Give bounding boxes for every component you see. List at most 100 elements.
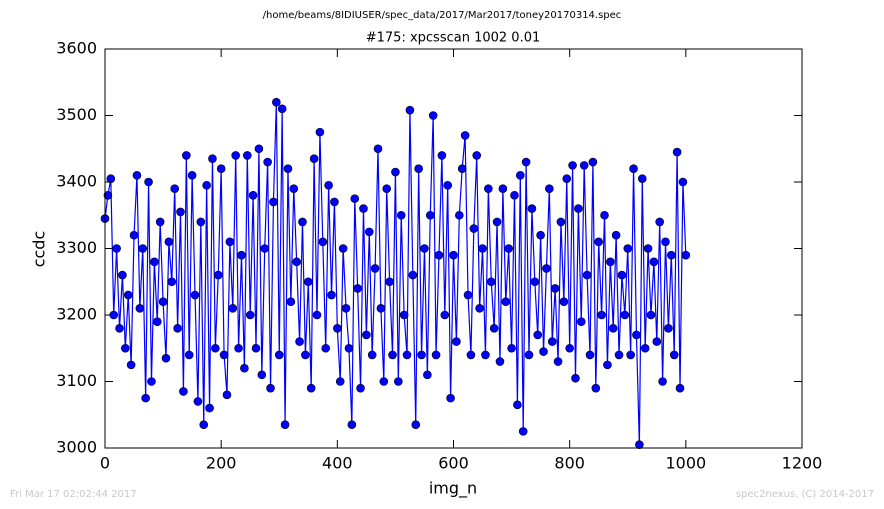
data-point <box>669 350 679 360</box>
data-point <box>498 184 508 193</box>
data-point <box>208 154 217 164</box>
data-point <box>182 151 191 160</box>
data-point <box>347 420 357 430</box>
data-point <box>681 250 691 260</box>
data-point <box>280 420 290 430</box>
data-point <box>460 131 470 140</box>
data-point <box>513 400 522 410</box>
data-point <box>135 304 145 313</box>
data-point <box>301 350 310 360</box>
data-point <box>173 323 182 333</box>
data-point <box>576 317 586 326</box>
data-point <box>306 383 316 393</box>
data-point <box>414 164 423 173</box>
data-point <box>545 184 554 193</box>
data-point <box>472 151 482 160</box>
data-point <box>399 310 409 320</box>
data-point <box>423 370 432 380</box>
data-point <box>266 383 275 393</box>
data-point <box>394 377 403 386</box>
data-point <box>298 217 307 227</box>
data-point <box>667 250 676 260</box>
data-point <box>170 184 179 193</box>
x-tick-label: 800 <box>554 454 585 473</box>
data-point <box>620 310 630 320</box>
data-point <box>129 230 139 240</box>
data-point <box>222 390 232 400</box>
data-point <box>260 244 270 253</box>
data-point <box>443 181 452 190</box>
data-point <box>600 210 609 220</box>
data-point <box>118 270 127 280</box>
data-point <box>350 194 360 203</box>
y-tick-label: 3600 <box>56 39 97 58</box>
data-point <box>303 277 313 287</box>
data-point <box>338 244 348 253</box>
data-point <box>158 297 168 307</box>
data-point <box>608 323 618 333</box>
data-point <box>420 244 429 253</box>
footer-right: spec2nexus, (C) 2014-2017 <box>736 489 874 500</box>
data-point <box>591 383 601 393</box>
data-point <box>481 350 490 360</box>
data-point <box>373 144 383 154</box>
data-point <box>603 360 612 370</box>
data-point <box>385 277 394 287</box>
data-point <box>518 427 528 436</box>
data-point <box>568 161 577 170</box>
x-tick-label: 400 <box>322 454 353 473</box>
data-point <box>199 420 209 430</box>
data-point <box>190 290 200 300</box>
data-point <box>286 297 296 307</box>
data-point <box>425 210 435 220</box>
data-point <box>678 177 688 187</box>
data-point <box>283 164 293 173</box>
data-point <box>646 310 656 320</box>
data-point <box>431 350 441 360</box>
data-point <box>655 217 664 227</box>
data-point <box>478 244 487 253</box>
data-point <box>449 250 458 260</box>
data-point <box>379 377 389 386</box>
x-tick-label: 0 <box>100 454 110 473</box>
data-point <box>123 290 133 300</box>
data-point <box>640 343 650 353</box>
data-point <box>547 337 557 346</box>
data-point <box>510 191 519 200</box>
footer-left: Fri Mar 17 02:02:44 2017 <box>10 489 137 500</box>
data-point <box>179 387 188 396</box>
data-point <box>588 157 598 167</box>
data-point <box>272 97 281 107</box>
data-point <box>234 343 243 353</box>
data-point <box>187 171 197 180</box>
data-point <box>321 343 331 353</box>
data-point <box>550 284 560 293</box>
data-point <box>228 304 238 313</box>
y-tick-label: 3500 <box>56 105 97 124</box>
data-point <box>257 370 267 380</box>
data-point <box>486 277 496 287</box>
y-tick-label: 3100 <box>56 371 97 390</box>
data-point <box>606 257 615 267</box>
data-point <box>559 297 569 307</box>
data-point <box>527 204 537 213</box>
data-point <box>184 350 194 360</box>
data-point <box>240 363 249 373</box>
data-point <box>661 237 670 247</box>
data-point <box>635 440 644 449</box>
data-point <box>649 257 659 267</box>
data-point <box>330 197 339 207</box>
data-point <box>405 105 415 115</box>
data-point <box>611 230 621 240</box>
data-point <box>507 343 516 353</box>
data-point <box>428 111 438 120</box>
data-point <box>161 353 171 363</box>
data-point <box>324 181 333 190</box>
data-point <box>484 184 493 193</box>
data-point <box>617 270 627 280</box>
data-point <box>391 167 400 177</box>
data-point <box>112 244 121 253</box>
data-point <box>417 350 426 360</box>
data-point <box>556 217 566 227</box>
data-point <box>245 310 255 320</box>
